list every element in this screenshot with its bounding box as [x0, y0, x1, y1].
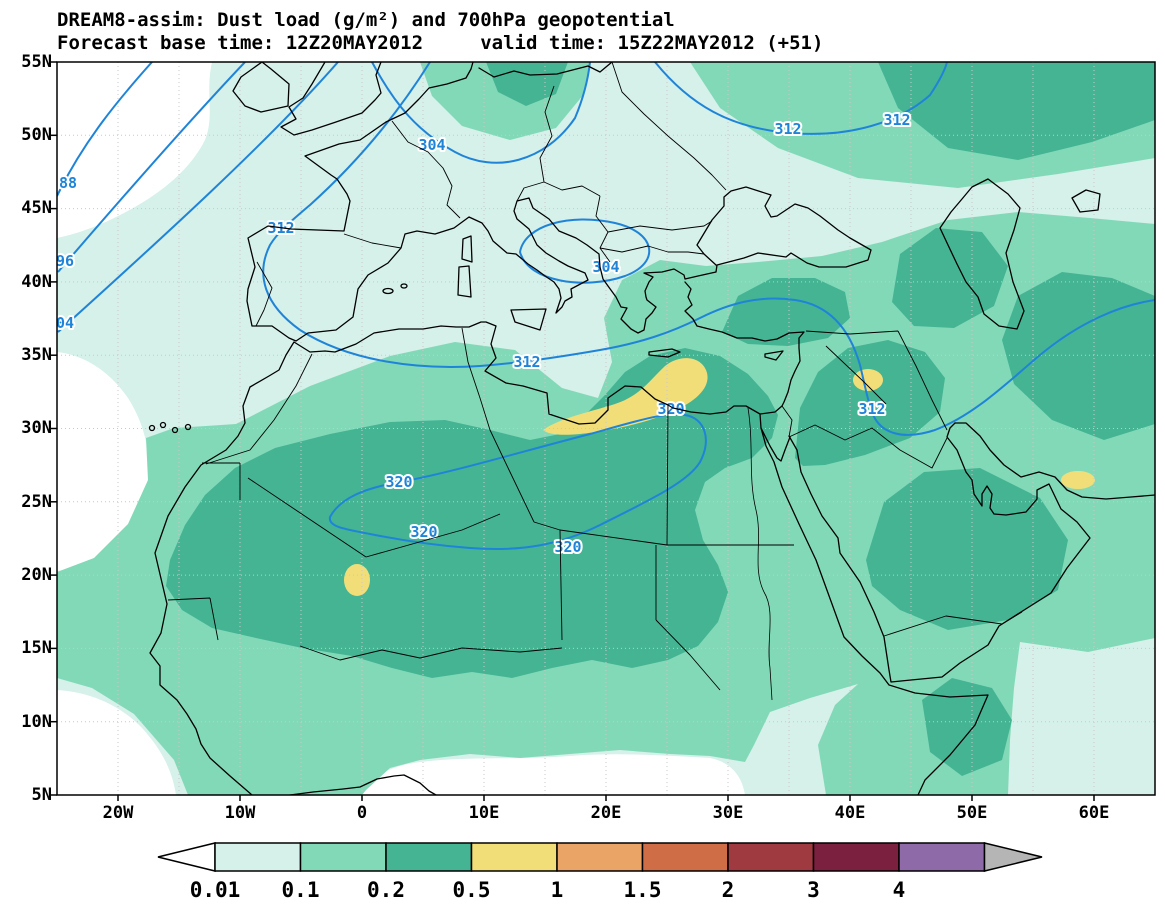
colorbar-cell: [470, 842, 558, 872]
y-tick-label: 5N: [32, 785, 52, 805]
country-borders: [167, 62, 1023, 691]
x-tick-label: 50E: [957, 803, 988, 823]
contour-label: 304: [592, 258, 619, 276]
y-tick-label: 35N: [21, 345, 52, 365]
coastlines: [148, 62, 1155, 795]
island-menorca: [400, 283, 408, 289]
colorbar-tick-label: 0.01: [190, 878, 241, 902]
colorbar-labels: 0.01 0.1 0.2 0.5 1 1.5 2 3 4: [190, 878, 906, 902]
contour-label: 96: [56, 252, 74, 270]
y-tick-label: 30N: [21, 418, 52, 438]
geopotential-contours: [57, 62, 1155, 551]
dust-fill-0p2: [166, 62, 1155, 776]
contour-label: 312: [774, 120, 801, 138]
coast-caspian: [939, 178, 1025, 330]
colorbar: 0.01 0.1 0.2 0.5 1 1.5 2 3 4: [157, 842, 1043, 902]
island-corsica: [461, 235, 473, 263]
contour-label: 312: [513, 353, 540, 371]
colorbar-cell: [727, 842, 815, 872]
x-tick-label: 20W: [103, 803, 134, 823]
contour-label: 312: [883, 111, 910, 129]
coast-europe-mainland: [246, 121, 872, 342]
contour-304-west: [57, 62, 339, 333]
contour-312-main: [262, 62, 1155, 436]
contour-label: 04: [56, 314, 74, 332]
x-tick-label: 10W: [225, 803, 256, 823]
y-tick-label: 45N: [21, 198, 52, 218]
colorbar-cell: [385, 842, 473, 872]
contour-288: [57, 62, 153, 197]
colorbar-cell: [641, 842, 729, 872]
colorbar-cell: [898, 842, 986, 872]
islands-canary: [148, 421, 192, 434]
x-axis: 20W 10W 0 10E 20E 30E 40E 50E 60E: [103, 803, 1110, 823]
y-tick-label: 40N: [21, 272, 52, 292]
y-tick-label: 25N: [21, 492, 52, 512]
y-tick-label: 55N: [21, 52, 52, 72]
coast-iran: [954, 422, 1155, 500]
island-sicily: [510, 308, 547, 331]
coast-arabia: [788, 422, 1091, 683]
contour-304-italy: [518, 218, 651, 284]
island-mallorca: [382, 287, 394, 295]
geopotential-contour-labels: 88 96 04 312 304 304 312 312 312 320 312…: [56, 109, 913, 558]
contour-label: 304: [418, 136, 445, 154]
x-tick-label: 60E: [1079, 803, 1110, 823]
x-tick-label: 10E: [469, 803, 500, 823]
contour-label: 320: [554, 538, 581, 556]
coast-north-sea: [385, 62, 613, 123]
colorbar-cell: [214, 842, 302, 872]
y-tick-label: 10N: [21, 712, 52, 732]
contour-304-north: [371, 62, 591, 164]
colorbar-tick-label: 4: [893, 878, 906, 902]
island-cyprus: [764, 350, 784, 361]
y-tick-label: 20N: [21, 565, 52, 585]
colorbar-arrow-high: [983, 842, 1043, 872]
x-tick-label: 40E: [835, 803, 866, 823]
colorbar-cell: [812, 842, 900, 872]
colorbar-arrow-low: [157, 842, 216, 872]
plot-area: 88 96 04 312 304 304 312 312 312 320 312…: [56, 62, 1155, 795]
contour-312-northeast: [654, 62, 948, 135]
colorbar-tick-label: 1.5: [624, 878, 662, 902]
colorbar-tick-label: 3: [807, 878, 820, 902]
x-tick-label: 20E: [591, 803, 622, 823]
coast-sinai: [759, 413, 791, 462]
dust-clear-regions: [57, 62, 745, 795]
island-sardinia: [457, 265, 472, 298]
map-subtitle: Forecast base time: 12Z20MAY2012 valid t…: [57, 32, 823, 54]
coast-britain: [280, 62, 382, 136]
contour-320-sahara: [328, 413, 707, 551]
dust-fill-0p5: [344, 358, 1095, 596]
contour-296: [57, 62, 246, 273]
coast-anatolia-africa: [149, 281, 805, 795]
colorbar-cell: [556, 842, 644, 872]
y-tick-label: 15N: [21, 638, 52, 658]
y-tick-label: 50N: [21, 125, 52, 145]
colorbar-tick-label: 0.5: [453, 878, 491, 902]
colorbar-tick-label: 1: [551, 878, 564, 902]
colorbar-tick-label: 2: [722, 878, 735, 902]
axis-ticks: [51, 61, 1095, 801]
colorbar-tick-label: 0.2: [367, 878, 405, 902]
colorbar-tick-label: 0.1: [282, 878, 320, 902]
x-tick-label: 0: [357, 803, 367, 823]
contour-label: 320: [385, 473, 412, 491]
coast-ireland: [232, 62, 290, 113]
x-tick-label: 30E: [713, 803, 744, 823]
colorbar-cell: [299, 842, 387, 872]
island-crete: [648, 348, 681, 358]
map-title: DREAM8-assim: Dust load (g/m²) and 700hP…: [57, 9, 675, 31]
river-nile: [747, 407, 773, 701]
contour-label: 88: [59, 174, 77, 192]
coast-red-sea-africa: [760, 427, 989, 795]
contour-label: 320: [410, 523, 437, 541]
coast-aral: [1071, 189, 1101, 213]
y-axis: 55N 50N 45N 40N 35N 30N 25N 20N 15N 10N …: [21, 52, 52, 805]
contour-label: 312: [858, 400, 885, 418]
